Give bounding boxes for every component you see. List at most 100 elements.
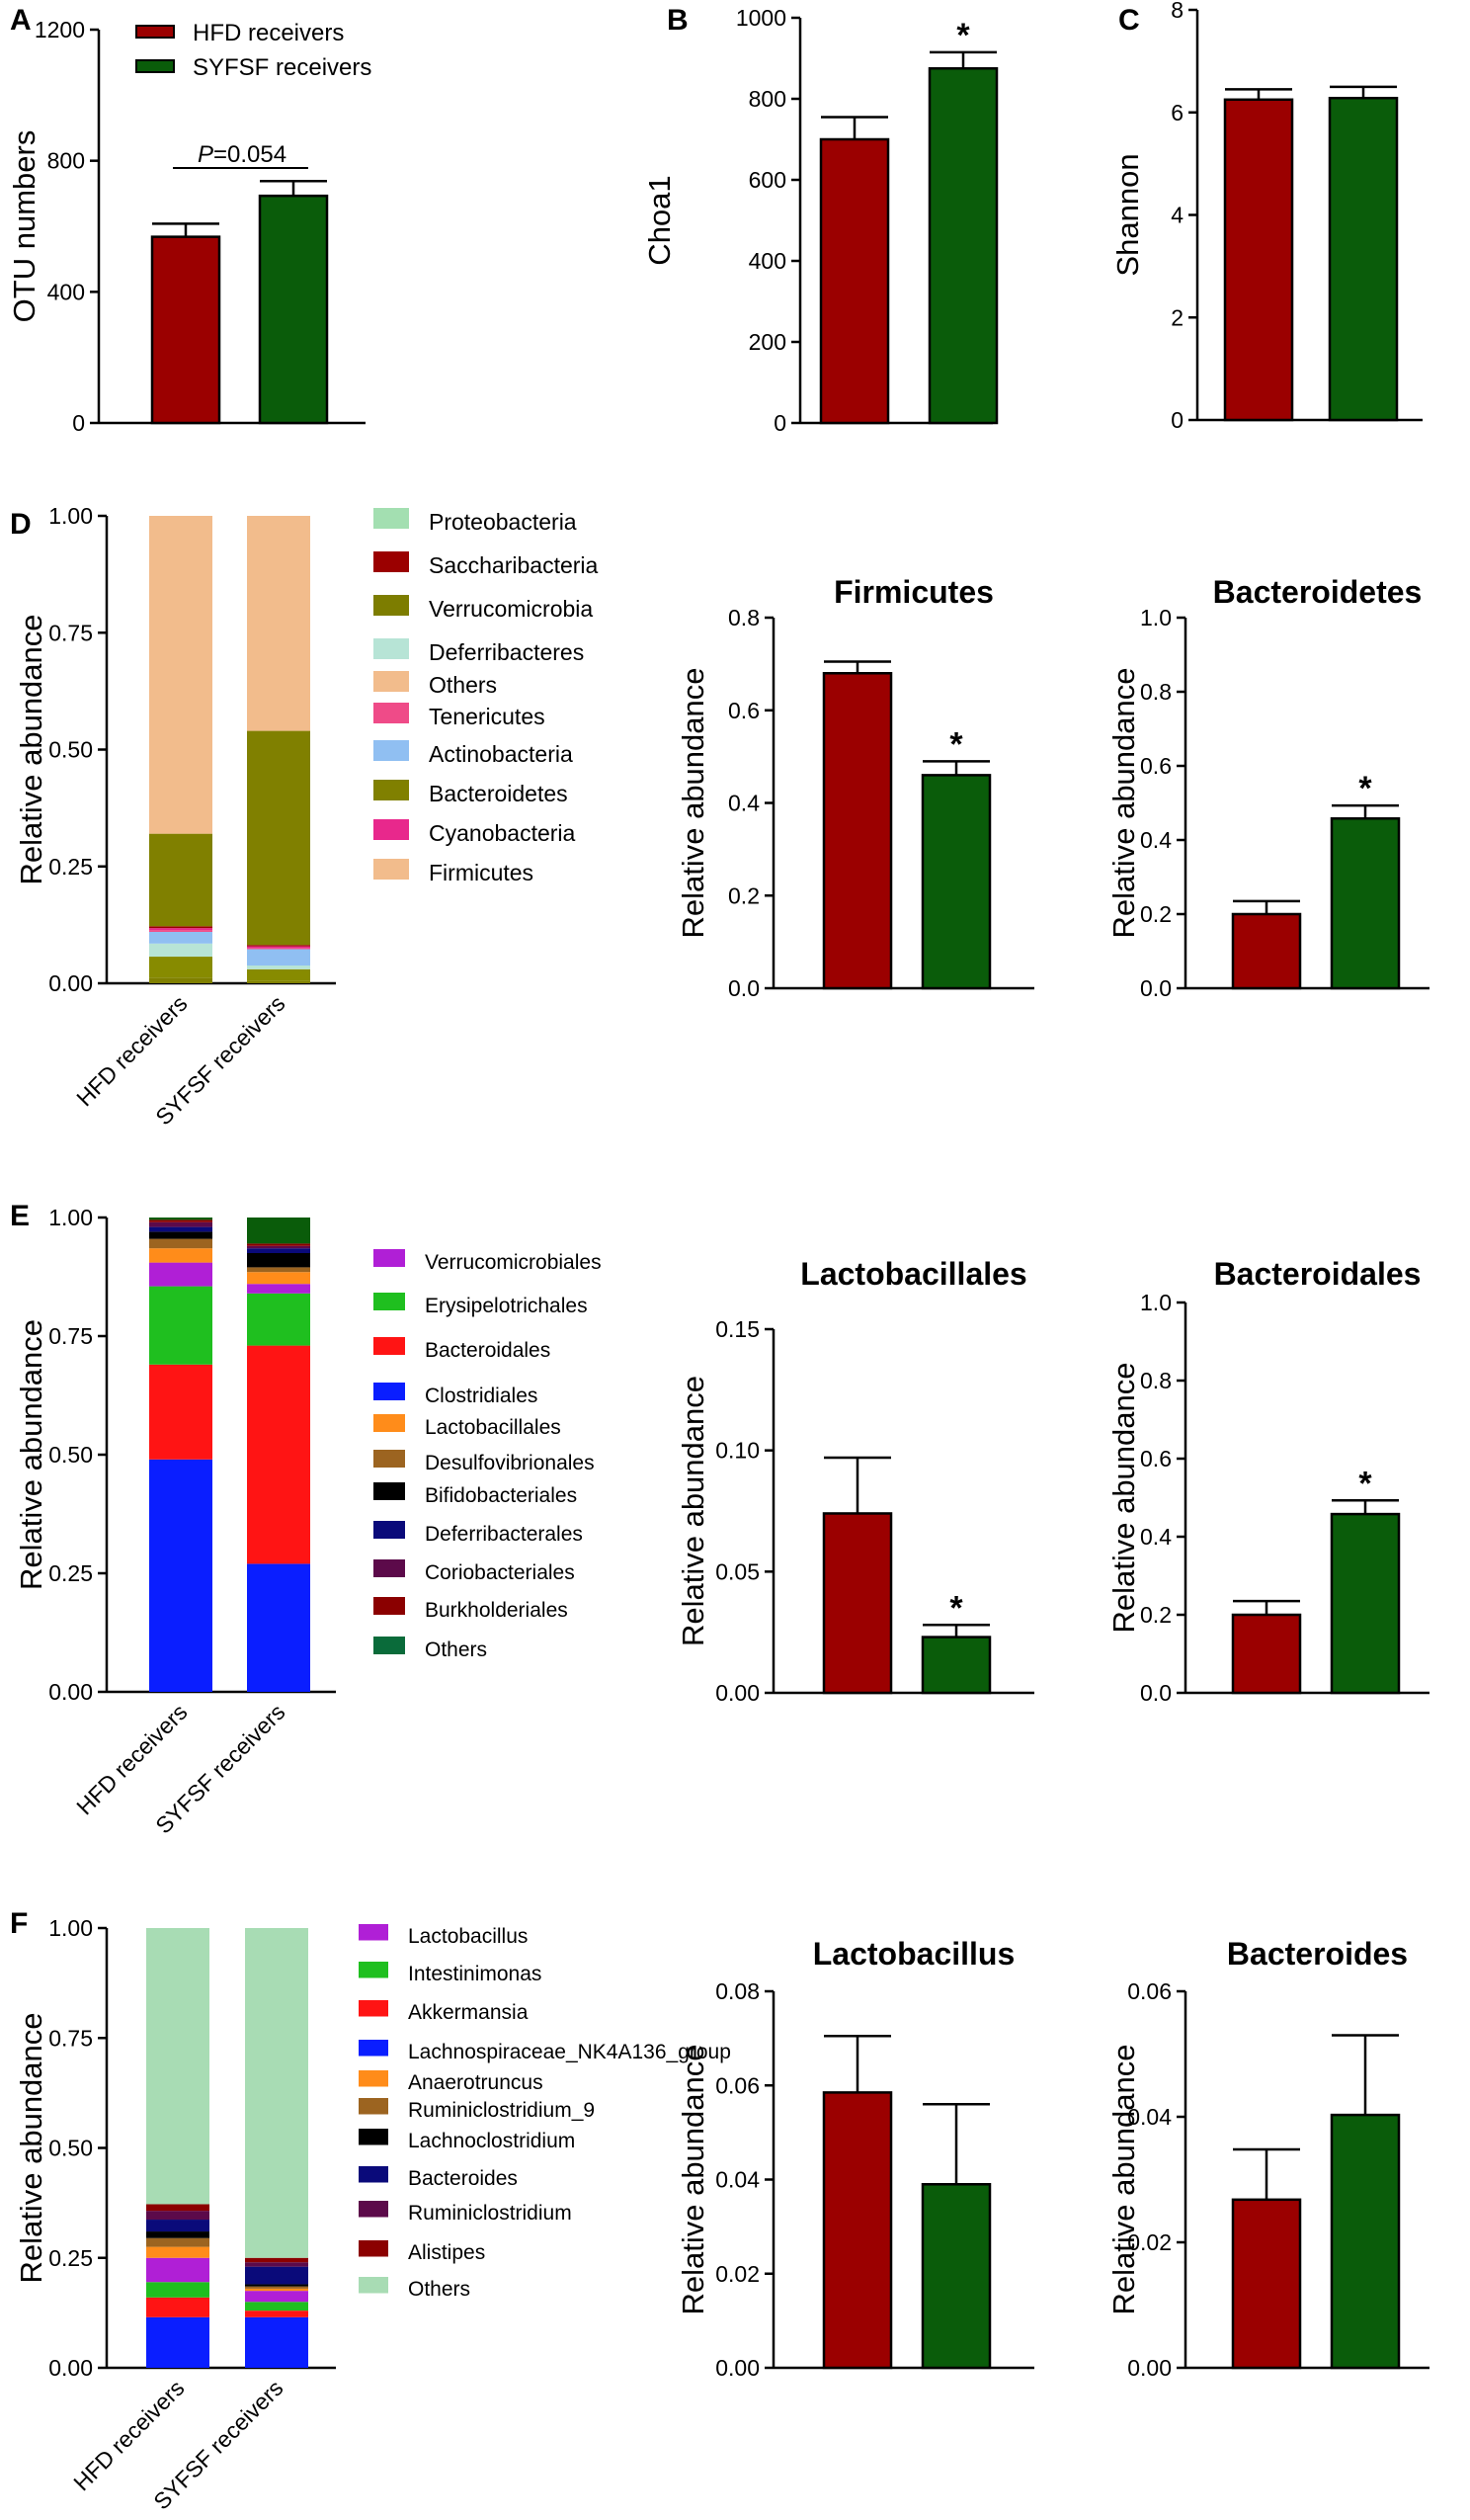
legend-label: Bacteroides [408,2167,518,2190]
legend-swatch [373,740,409,761]
stack-segment [247,1267,310,1273]
legend-swatch [359,2070,388,2087]
legend-swatch [373,508,409,529]
stack-segment [146,2297,209,2317]
stack-segment [247,730,310,946]
legend-label: Ruminiclostridium_9 [408,2099,595,2122]
stack-segment [149,1221,212,1227]
stack-segment [247,516,310,731]
stack-segment [149,957,212,978]
legend-label: Lactobacillus [408,1925,528,1948]
stack-segment [146,1928,209,2205]
legend-swatch [373,819,409,840]
bar-hfd [819,137,890,425]
legend-swatch [373,1293,405,1310]
panel-label: C [1118,4,1140,37]
legend-swatch [373,1450,405,1468]
legend-swatch [373,638,409,659]
bar-syfsf [1330,817,1401,990]
bar-syfsf [928,67,999,425]
stack-segment [247,980,310,983]
y-tick-label: 4 [1171,203,1184,228]
stack-segment [247,966,310,969]
bar-hfd [1231,912,1302,990]
y-tick-label: 0.50 [48,1442,93,1468]
legend-label: Coriobacteriales [425,1561,575,1584]
chart-title: Firmicutes [834,574,994,610]
stack-segment [245,2284,308,2287]
legend-label: Others [425,1638,487,1661]
bar-hfd [822,672,893,990]
legend-label: Anaerotruncus [408,2071,543,2094]
legend-label: Verrucomicrobiales [425,1251,602,1274]
y-tick-label: 0.75 [48,2025,93,2051]
y-tick-label: 0 [72,410,85,436]
legend-label: Tenericutes [429,704,545,729]
legend-swatch [373,1337,405,1355]
legend-label: Bacteroidetes [429,781,568,806]
y-tick-label: 0.00 [1127,2355,1172,2381]
stack-segment [247,1218,310,1244]
y-tick-label: 0.15 [715,1316,760,1342]
y-axis-label: Relative abundance [14,1319,48,1590]
bar-hfd [1231,2198,1302,2370]
y-tick-label: 0.10 [715,1438,760,1464]
legend-swatch [359,2240,388,2257]
p-value-symbol: P [198,141,213,168]
y-tick-label: 0.8 [1140,679,1172,705]
significance-star: * [1358,770,1372,807]
y-tick-label: 0.00 [715,2355,760,2381]
significance-star: * [1358,1465,1372,1502]
y-axis-label: Shannon [1110,153,1145,276]
y-tick-label: 0.8 [1140,1368,1172,1393]
chart-title: Lactobacillus [813,1936,1016,1972]
y-tick-label: 1.0 [1140,1290,1172,1315]
stack-segment [245,2257,308,2263]
stack-segment [247,1284,310,1294]
stack-segment [149,928,212,931]
stack-segment [247,945,310,947]
legend-swatch [373,1597,405,1615]
legend-label: Desulfovibrionales [425,1452,595,1474]
stack-segment [149,1286,212,1365]
y-tick-label: 400 [749,248,786,274]
bar-hfd [1223,98,1294,422]
y-tick-label: 600 [749,167,786,193]
y-axis-label: Relative abundance [1106,2044,1141,2314]
stack-segment [247,1345,310,1564]
y-tick-label: 0.6 [1140,1446,1172,1471]
y-tick-label: 1.00 [48,1915,93,1941]
legend-label: Alistipes [408,2241,485,2264]
legend-label: Others [408,2278,470,2301]
y-tick-label: 1.0 [1140,605,1172,630]
stack-segment [149,1219,212,1222]
stack-segment [245,2286,308,2289]
legend-label: Akkermansia [408,2001,529,2024]
y-tick-label: 0.0 [728,975,760,1001]
stack-segment [149,1238,212,1249]
stack-segment [146,2237,209,2247]
stack-segment [247,949,310,966]
panel-label: F [10,1907,28,1940]
y-tick-label: 0.25 [48,2245,93,2271]
legend-swatch [373,780,409,800]
y-tick-label: 0.00 [48,2355,93,2381]
legend-swatch [359,2201,388,2218]
stack-segment [245,2266,308,2285]
y-tick-label: 1.00 [48,1205,93,1230]
y-axis-label: Relative abundance [14,2012,48,2283]
p-value-label: P=0.054 [198,141,286,168]
legend-swatch [359,2000,388,2017]
y-tick-label: 800 [749,86,786,112]
y-axis-label: OTU numbers [7,130,41,323]
y-tick-label: 0.00 [48,1679,93,1705]
legend-swatch [359,1924,388,1941]
stack-segment [149,943,212,958]
stack-segment [245,2302,308,2311]
legend-swatch [373,859,409,880]
legend-swatch [373,703,409,723]
stack-segment [247,1293,310,1346]
y-tick-label: 0.2 [728,882,760,908]
stack-segment [146,2231,209,2238]
y-axis-label: Relative abundance [676,2044,710,2314]
